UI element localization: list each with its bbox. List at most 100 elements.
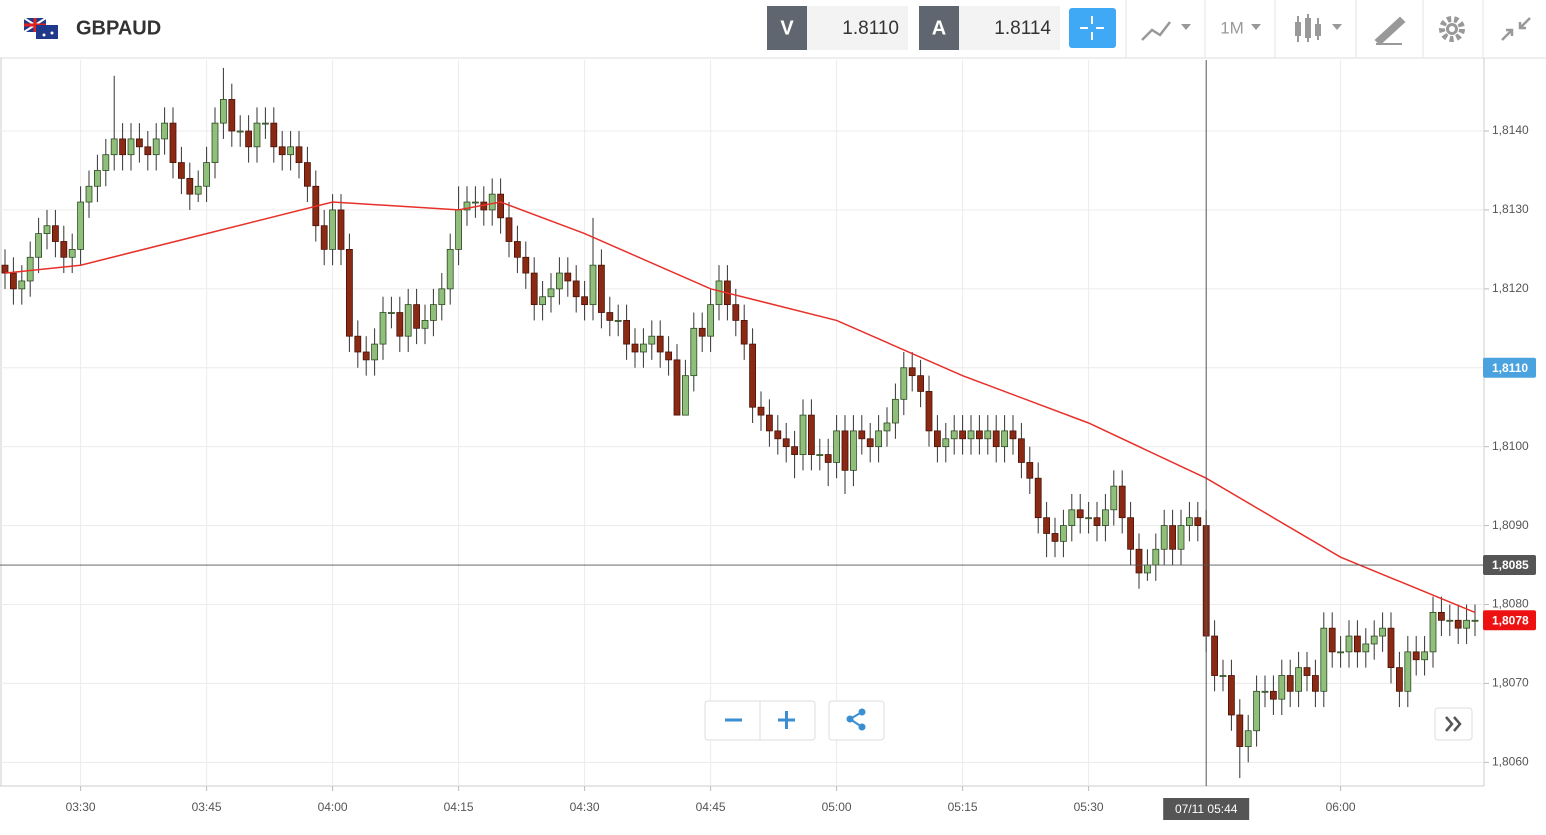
candle-up: [833, 430, 840, 463]
candle-up: [77, 201, 84, 250]
candle-up: [640, 343, 647, 353]
y-tick-label: 1,8070: [1492, 676, 1529, 690]
candle-down: [631, 343, 639, 353]
candle-down: [337, 209, 345, 250]
crosshair-y-tag-label: 1,8085: [1492, 558, 1529, 572]
candle-down: [228, 99, 236, 132]
candle-down: [749, 343, 756, 408]
candle-up: [1337, 651, 1344, 654]
candle-up: [556, 272, 563, 290]
candle-up: [690, 327, 698, 377]
candle-down: [740, 320, 748, 345]
candle-down: [345, 248, 353, 337]
candle-down: [917, 375, 924, 392]
x-tick-label: 04:15: [444, 800, 474, 814]
candles-button[interactable]: [1295, 14, 1321, 42]
candle-down: [757, 406, 765, 416]
x-tick-label: 05:00: [822, 800, 852, 814]
candle-down: [1286, 675, 1294, 692]
candle-down: [934, 430, 941, 448]
candle-down: [52, 225, 59, 242]
timeframe-button[interactable]: 1M: [1220, 18, 1244, 37]
candle-down: [606, 312, 614, 321]
candle-down: [245, 130, 253, 148]
share-button[interactable]: [846, 708, 866, 731]
candle-down: [270, 122, 278, 148]
y-tick-label: 1,8140: [1492, 123, 1529, 137]
candle-up: [1001, 430, 1008, 448]
zoom-in-button[interactable]: [778, 711, 795, 729]
candle-up: [1244, 730, 1252, 747]
candle-up: [211, 122, 219, 163]
crosshair-button[interactable]: [1069, 8, 1116, 48]
candle-down: [1396, 667, 1403, 692]
candle-up: [1177, 525, 1185, 550]
candle-down: [1228, 675, 1235, 716]
candle-down: [186, 177, 194, 195]
candle-up: [883, 422, 891, 432]
candle-down: [354, 335, 362, 353]
bid-box[interactable]: [807, 6, 908, 50]
candle-up: [1404, 651, 1412, 692]
candle-up: [1102, 509, 1109, 526]
candle-up: [1060, 525, 1067, 542]
ask-button[interactable]: [919, 6, 959, 50]
draw-button[interactable]: [1374, 16, 1406, 46]
candle-up: [463, 201, 471, 211]
y-tick-label: 1,8130: [1492, 202, 1529, 216]
bid-button[interactable]: [767, 6, 807, 50]
candle-down: [1093, 517, 1101, 526]
candle-up: [236, 130, 244, 133]
bid-tag-label: 1,8110: [1492, 361, 1528, 375]
candle-up: [648, 335, 656, 345]
flag-icon: [23, 17, 58, 39]
candle-up: [1345, 635, 1353, 653]
candle-up: [152, 138, 160, 156]
x-tick-label: 05:15: [948, 800, 978, 814]
candle-up: [1261, 690, 1269, 693]
candle-up: [1144, 564, 1151, 574]
last-price-tag-label: 1,8078: [1492, 613, 1529, 627]
candle-up: [94, 170, 101, 187]
settings-button[interactable]: [1439, 16, 1465, 42]
candle-down: [1135, 548, 1143, 574]
candle-down: [1127, 517, 1134, 550]
candle-down: [1018, 438, 1025, 463]
candle-up: [1463, 619, 1470, 629]
candle-up: [1370, 635, 1378, 645]
candle-down: [1387, 627, 1395, 669]
candle-up: [471, 201, 479, 204]
candle-up: [429, 304, 437, 321]
y-tick-label: 1,8120: [1492, 281, 1529, 295]
last-price-tag: [1483, 610, 1536, 631]
candle-down: [135, 138, 143, 148]
share-box: [828, 700, 885, 741]
candle-down: [791, 446, 798, 455]
candle-up: [539, 296, 546, 306]
candle-down: [1034, 477, 1042, 519]
ask-letter: A: [932, 17, 946, 39]
candle-down: [1354, 635, 1361, 653]
collapse-button[interactable]: [1501, 17, 1531, 41]
candle-up: [1160, 525, 1168, 550]
candle-down: [362, 351, 370, 361]
candle-down: [278, 146, 286, 156]
candle-up: [1186, 517, 1193, 526]
candle-down: [866, 438, 874, 448]
candle-down: [673, 359, 681, 416]
chart-type-button[interactable]: [1141, 21, 1171, 41]
y-tick-label: 1,8060: [1492, 754, 1529, 768]
candle-up: [455, 209, 463, 250]
candle-down: [732, 304, 740, 321]
candle-down: [497, 193, 505, 219]
ask-box[interactable]: [959, 6, 1060, 50]
x-tick-label: 04:00: [318, 800, 348, 814]
candle-up: [984, 430, 992, 440]
candle-down: [1438, 611, 1445, 621]
candle-down: [1009, 430, 1017, 440]
candle-up: [287, 146, 295, 156]
header: GBPAUD V 1.8110 A 1.8114 1M: [0, 0, 1546, 59]
crosshair-icon: [1080, 16, 1104, 40]
candle-up: [102, 154, 110, 171]
